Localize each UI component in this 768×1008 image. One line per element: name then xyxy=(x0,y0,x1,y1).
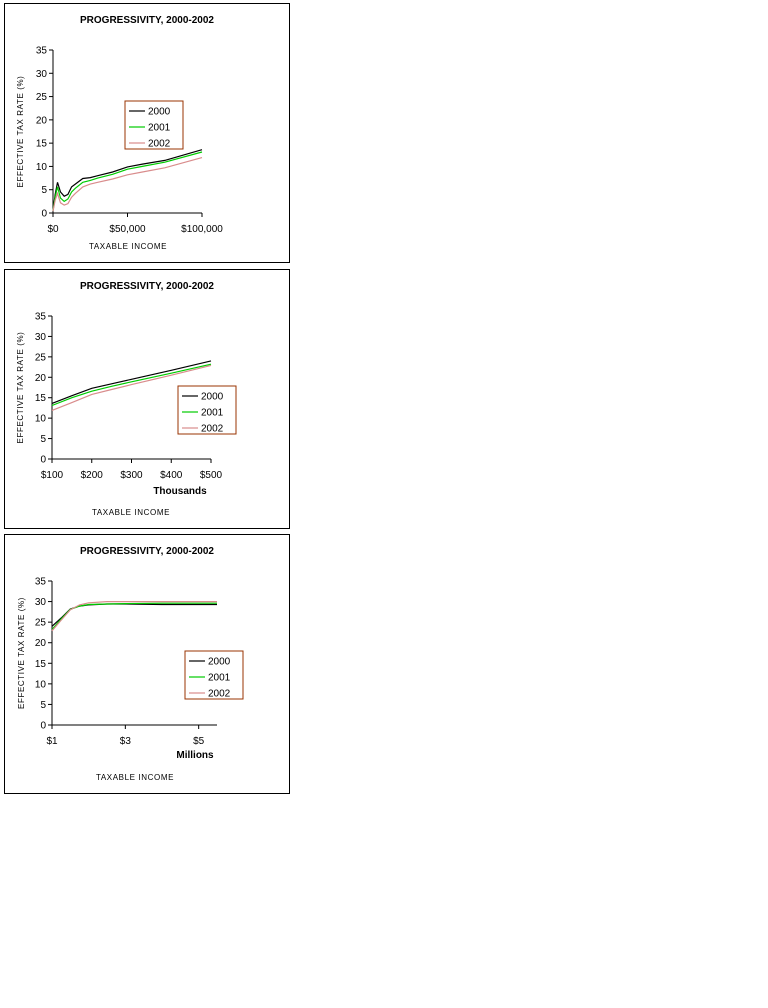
y-axis-label: EFFECTIVE TAX RATE (%) xyxy=(17,597,26,709)
legend-label-2002: 2002 xyxy=(148,139,171,150)
chart-title: PROGRESSIVITY, 2000-2002 xyxy=(80,546,214,557)
x-axis-label: TAXABLE INCOME xyxy=(92,508,170,517)
y-tick-label: 30 xyxy=(35,332,47,343)
x-tick-label: $300 xyxy=(120,470,143,481)
y-tick-label: 30 xyxy=(36,69,48,80)
y-tick-label: 15 xyxy=(36,139,48,150)
x-tick-label: $500 xyxy=(200,470,223,481)
legend-label-2001: 2001 xyxy=(201,408,224,419)
legend-box xyxy=(184,650,244,700)
y-tick-label: 10 xyxy=(36,162,48,173)
y-tick-label: 35 xyxy=(35,312,47,323)
chart-panel-2: PROGRESSIVITY, 2000-2002 0 5 10 15 20 25 30 35 $1… xyxy=(4,269,290,529)
chart-title: PROGRESSIVITY, 2000-2002 xyxy=(80,15,214,26)
legend-label-2000: 2000 xyxy=(201,392,224,403)
legend-box xyxy=(177,385,237,435)
y-tick-label: 25 xyxy=(35,618,47,629)
x-tick-label: $400 xyxy=(160,470,183,481)
chart-2-svg: PROGRESSIVITY, 2000-2002 0 5 10 15 20 25 30 35 $1… xyxy=(16,281,237,517)
legend-box xyxy=(124,100,184,150)
x-tick-label: $200 xyxy=(81,470,104,481)
y-tick-label: 25 xyxy=(36,92,48,103)
chart-1-svg: PROGRESSIVITY, 2000-2002 0 5 10 15 20 25 30 35 $0… xyxy=(16,15,223,251)
legend-label-2002: 2002 xyxy=(201,424,224,435)
y-tick-label: 35 xyxy=(36,46,48,57)
chart-3-svg: PROGRESSIVITY, 2000-2002 0 5 10 15 20 25 30 35 $1… xyxy=(17,546,244,782)
y-tick-label: 10 xyxy=(35,679,47,690)
x-tick-label: $5 xyxy=(193,736,205,747)
y-tick-label: 0 xyxy=(40,721,46,732)
legend: 2000 2001 2002 xyxy=(184,650,244,700)
y-tick-label: 10 xyxy=(35,414,47,425)
legend: 2000 2001 2002 xyxy=(177,385,237,435)
y-axis-label: EFFECTIVE TAX RATE (%) xyxy=(16,332,25,444)
y-tick-label: 35 xyxy=(35,577,47,588)
chart-panel-3: PROGRESSIVITY, 2000-2002 0 5 10 15 20 25 30 35 $1… xyxy=(4,534,290,794)
y-tick-label: 0 xyxy=(40,455,46,466)
legend: 2000 2001 2002 xyxy=(124,100,184,150)
x-axis-label: TAXABLE INCOME xyxy=(96,773,174,782)
y-tick-label: 30 xyxy=(35,597,47,608)
x-tick-label: $100 xyxy=(41,470,64,481)
x-unit-label: Thousands xyxy=(153,486,207,497)
x-tick-label: $50,000 xyxy=(109,224,146,235)
y-tick-label: 5 xyxy=(41,185,47,196)
y-tick-label: 15 xyxy=(35,393,47,404)
chart-title: PROGRESSIVITY, 2000-2002 xyxy=(80,281,214,292)
y-tick-label: 20 xyxy=(35,373,47,384)
legend-label-2001: 2001 xyxy=(148,123,171,134)
y-tick-label: 0 xyxy=(41,209,47,220)
x-tick-label: $0 xyxy=(47,224,59,235)
series-line-2000 xyxy=(52,149,203,211)
series-line-2002 xyxy=(52,157,203,212)
series-line-2002 xyxy=(51,600,217,632)
y-tick-label: 15 xyxy=(35,659,47,670)
y-tick-label: 5 xyxy=(40,434,46,445)
y-tick-label: 20 xyxy=(35,638,47,649)
y-axis-label: EFFECTIVE TAX RATE (%) xyxy=(16,76,25,188)
series-line-2001 xyxy=(51,602,217,630)
series-line-2002 xyxy=(51,364,212,411)
x-tick-label: $3 xyxy=(120,736,132,747)
legend-label-2001: 2001 xyxy=(208,673,231,684)
series-line-2001 xyxy=(51,363,212,407)
legend-label-2000: 2000 xyxy=(208,657,231,668)
y-tick-label: 25 xyxy=(35,352,47,363)
x-axis-label: TAXABLE INCOME xyxy=(89,242,167,251)
series-line-2001 xyxy=(52,151,203,211)
x-tick-label: $100,000 xyxy=(181,224,223,235)
chart-panel-1: PROGRESSIVITY, 2000-2002 0 5 10 15 20 25 30 35 $0… xyxy=(4,3,290,263)
x-tick-label: $1 xyxy=(46,736,58,747)
legend-label-2002: 2002 xyxy=(208,689,231,700)
legend-label-2000: 2000 xyxy=(148,107,171,118)
y-tick-label: 5 xyxy=(40,700,46,711)
x-unit-label: Millions xyxy=(176,750,214,761)
y-tick-label: 20 xyxy=(36,115,48,126)
series-line-2000 xyxy=(51,360,212,404)
